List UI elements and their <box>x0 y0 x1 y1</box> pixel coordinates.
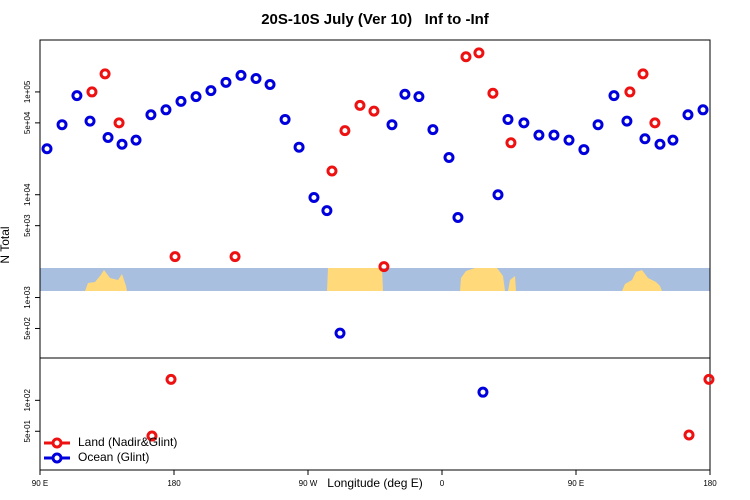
point <box>175 95 187 107</box>
point <box>592 119 604 131</box>
y-tick-label: 1e+05 <box>23 80 32 103</box>
point <box>264 79 276 91</box>
point <box>683 429 695 441</box>
plot-frame <box>39 39 711 471</box>
point <box>354 99 366 111</box>
point <box>145 109 157 121</box>
x-axis-label: Longitude (deg E) <box>327 476 422 490</box>
point <box>220 76 232 88</box>
point <box>624 86 636 98</box>
x-tick-label: 180 <box>167 479 181 488</box>
y-tick-label: 1e+04 <box>23 183 32 206</box>
point <box>116 138 128 150</box>
y-axis-label: N Total <box>0 226 12 263</box>
x-tick-label: 90 W <box>299 479 318 488</box>
point <box>169 251 181 263</box>
point <box>293 141 305 153</box>
point <box>649 117 661 129</box>
point <box>487 87 499 99</box>
map-strip <box>40 268 710 291</box>
point <box>386 119 398 131</box>
point <box>452 212 464 224</box>
point <box>563 134 575 146</box>
y-tick-label: 5e+04 <box>23 111 32 134</box>
point <box>621 115 633 127</box>
point <box>84 115 96 127</box>
point <box>113 117 125 129</box>
point <box>667 134 679 146</box>
x-tick-label: 90 E <box>32 479 48 488</box>
point <box>518 117 530 129</box>
point <box>533 129 545 141</box>
point <box>160 104 172 116</box>
y-tick-label: 1e+03 <box>23 286 32 309</box>
point <box>378 261 390 273</box>
point <box>548 129 560 141</box>
point <box>326 165 338 177</box>
chart-title: 20S-10S July (Ver 10) Inf to -Inf <box>261 11 490 28</box>
point <box>502 113 514 125</box>
point <box>321 205 333 217</box>
point <box>443 152 455 164</box>
point <box>190 91 202 103</box>
point <box>413 91 425 103</box>
x-tick-label: 90 E <box>568 479 584 488</box>
point <box>578 144 590 156</box>
point <box>368 105 380 117</box>
point <box>146 430 158 442</box>
point <box>165 373 177 385</box>
point <box>399 88 411 100</box>
point <box>279 113 291 125</box>
point <box>697 104 709 116</box>
point <box>703 373 715 385</box>
point <box>639 133 651 145</box>
y-tick-label: 5e+02 <box>23 317 32 340</box>
y-tick-label: 5e+03 <box>23 214 32 237</box>
point <box>86 86 98 98</box>
point <box>334 327 346 339</box>
point <box>56 119 68 131</box>
x-tick-label: 180 <box>703 479 717 488</box>
point <box>608 90 620 102</box>
point <box>102 132 114 144</box>
point <box>308 191 320 203</box>
point <box>682 109 694 121</box>
point <box>460 51 472 63</box>
point <box>41 143 53 155</box>
point <box>492 189 504 201</box>
point <box>71 90 83 102</box>
point <box>505 137 517 149</box>
legend-label: Land (Nadir&Glint) <box>78 435 177 449</box>
point <box>473 47 485 59</box>
point <box>235 69 247 81</box>
point <box>229 251 241 263</box>
point <box>339 125 351 137</box>
point <box>637 68 649 80</box>
point <box>427 124 439 136</box>
y-tick-label: 5e+01 <box>23 419 32 442</box>
legend-marker <box>51 452 63 464</box>
legend-label: Ocean (Glint) <box>78 450 149 464</box>
y-tick-label: 1e+02 <box>23 389 32 412</box>
point <box>130 134 142 146</box>
legend-marker <box>51 437 63 449</box>
point <box>477 386 489 398</box>
point <box>99 68 111 80</box>
x-tick-label: 0 <box>440 479 445 488</box>
point <box>250 73 262 85</box>
point <box>654 138 666 150</box>
point <box>205 85 217 97</box>
